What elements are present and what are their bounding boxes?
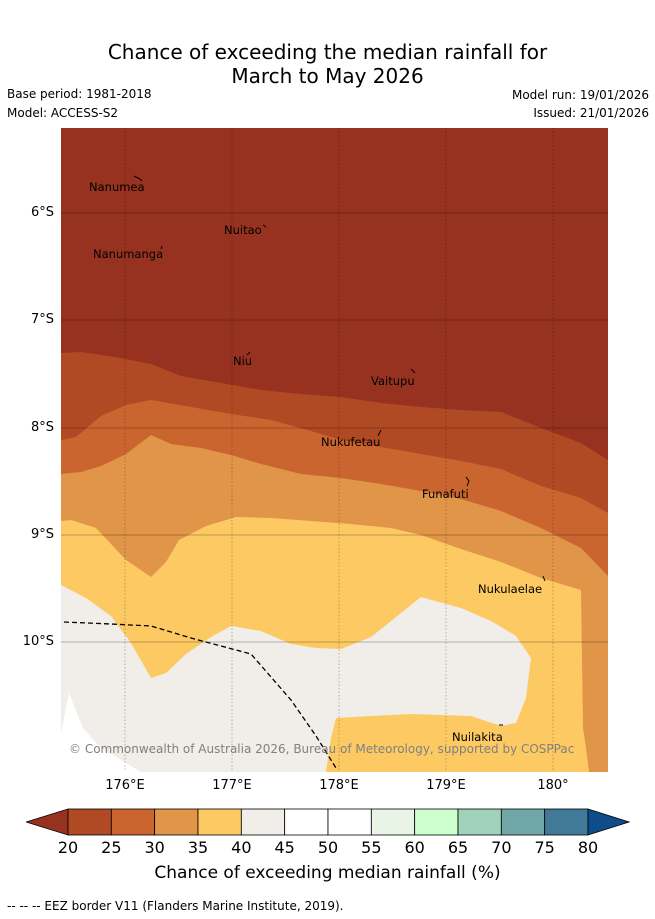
colorbar-tick: 45 <box>274 838 295 857</box>
colorbar-cell-65-70 <box>457 808 502 836</box>
band-40-45 <box>61 585 531 772</box>
x-tick-178e: 178°E <box>319 778 359 793</box>
island-label-niu: Niu <box>233 354 252 368</box>
y-tick-10s: 10°S <box>22 634 54 649</box>
issued-date: Issued: 21/01/2026 <box>533 106 649 120</box>
island-label-funafuti: Funafuti <box>422 487 469 501</box>
y-tick-8s: 8°S <box>30 420 54 435</box>
colorbar-cell-20-25 <box>67 808 112 836</box>
colorbar-cell-55-60 <box>370 808 416 836</box>
colorbar-cell-45-50 <box>284 808 329 836</box>
island-label-nukulaelae: Nukulaelae <box>478 582 542 596</box>
colorbar-tick: 80 <box>577 838 599 857</box>
model-run: Model run: 19/01/2026 <box>511 88 649 102</box>
colorbar-tick: 20 <box>57 838 79 857</box>
title-line-2: March to May 2026 <box>231 64 424 88</box>
model-name: Model: ACCESS-S2 <box>7 106 119 120</box>
island-label-nuitao: Nuitao <box>224 223 262 237</box>
colorbar-cell-50-55 <box>327 808 372 836</box>
colorbar-tick: 30 <box>144 838 165 857</box>
island-label-vaitupu: Vaitupu <box>371 374 415 388</box>
x-tick-176e: 176°E <box>105 778 145 793</box>
colorbar-cell-70-75 <box>500 808 546 836</box>
colorbar-over-arrow <box>587 808 630 836</box>
colorbar-under-arrow <box>26 808 69 836</box>
y-tick-6s: 6°S <box>30 205 54 220</box>
y-tick-7s: 7°S <box>30 312 54 327</box>
colorbar-cell-40-45 <box>240 808 286 836</box>
eez-legend-note: -- -- -- EEZ border V11 (Flanders Marine… <box>7 899 344 913</box>
colorbar-tick: 35 <box>187 838 209 857</box>
colorbar-tick: 70 <box>491 838 512 857</box>
island-label-nanumanga: Nanumanga <box>93 247 163 261</box>
base-period: Base period: 1981-2018 <box>7 87 152 101</box>
colorbar-tick: 50 <box>317 838 339 857</box>
colorbar-tick: 40 <box>231 838 252 857</box>
meridians <box>124 128 554 772</box>
x-tick-177e: 177°E <box>212 778 252 793</box>
colorbar-cell-30-35 <box>154 808 199 836</box>
colorbar-tick: 25 <box>101 838 122 857</box>
colorbar-tick: 75 <box>534 838 555 857</box>
eez-border-line <box>63 621 337 769</box>
colorbar-tick: 60 <box>404 838 425 857</box>
band-45-50 <box>61 693 141 772</box>
x-tick-179e: 179°E <box>426 778 466 793</box>
island-outlines <box>133 175 546 726</box>
colorbar <box>26 808 630 836</box>
colorbar-cell-60-65 <box>414 808 459 836</box>
colorbar-label: Chance of exceeding median rainfall (%) <box>154 863 501 883</box>
colorbar-tick: 65 <box>447 838 469 857</box>
island-label-nuilakita: Nuilakita <box>452 730 503 744</box>
colorbar-cell-75-80 <box>544 808 589 836</box>
colorbar-cell-25-30 <box>110 808 156 836</box>
rainfall-map: Nanumea Nuitao Nanumanga Niu Vaitupu Nuk… <box>61 128 608 772</box>
colorbar-tick: 55 <box>361 838 382 857</box>
parallels <box>61 212 608 643</box>
colorbar-cell-35-40 <box>197 808 242 836</box>
y-tick-9s: 9°S <box>30 527 54 542</box>
island-label-nukufetau: Nukufetau <box>321 435 380 449</box>
map-title: Chance of exceeding the median rainfall … <box>0 40 655 88</box>
x-tick-180: 180° <box>537 778 569 793</box>
title-line-1: Chance of exceeding the median rainfall … <box>107 40 548 64</box>
island-label-nanumea: Nanumea <box>89 180 145 194</box>
copyright-notice: © Commonwealth of Australia 2026, Bureau… <box>69 742 574 756</box>
